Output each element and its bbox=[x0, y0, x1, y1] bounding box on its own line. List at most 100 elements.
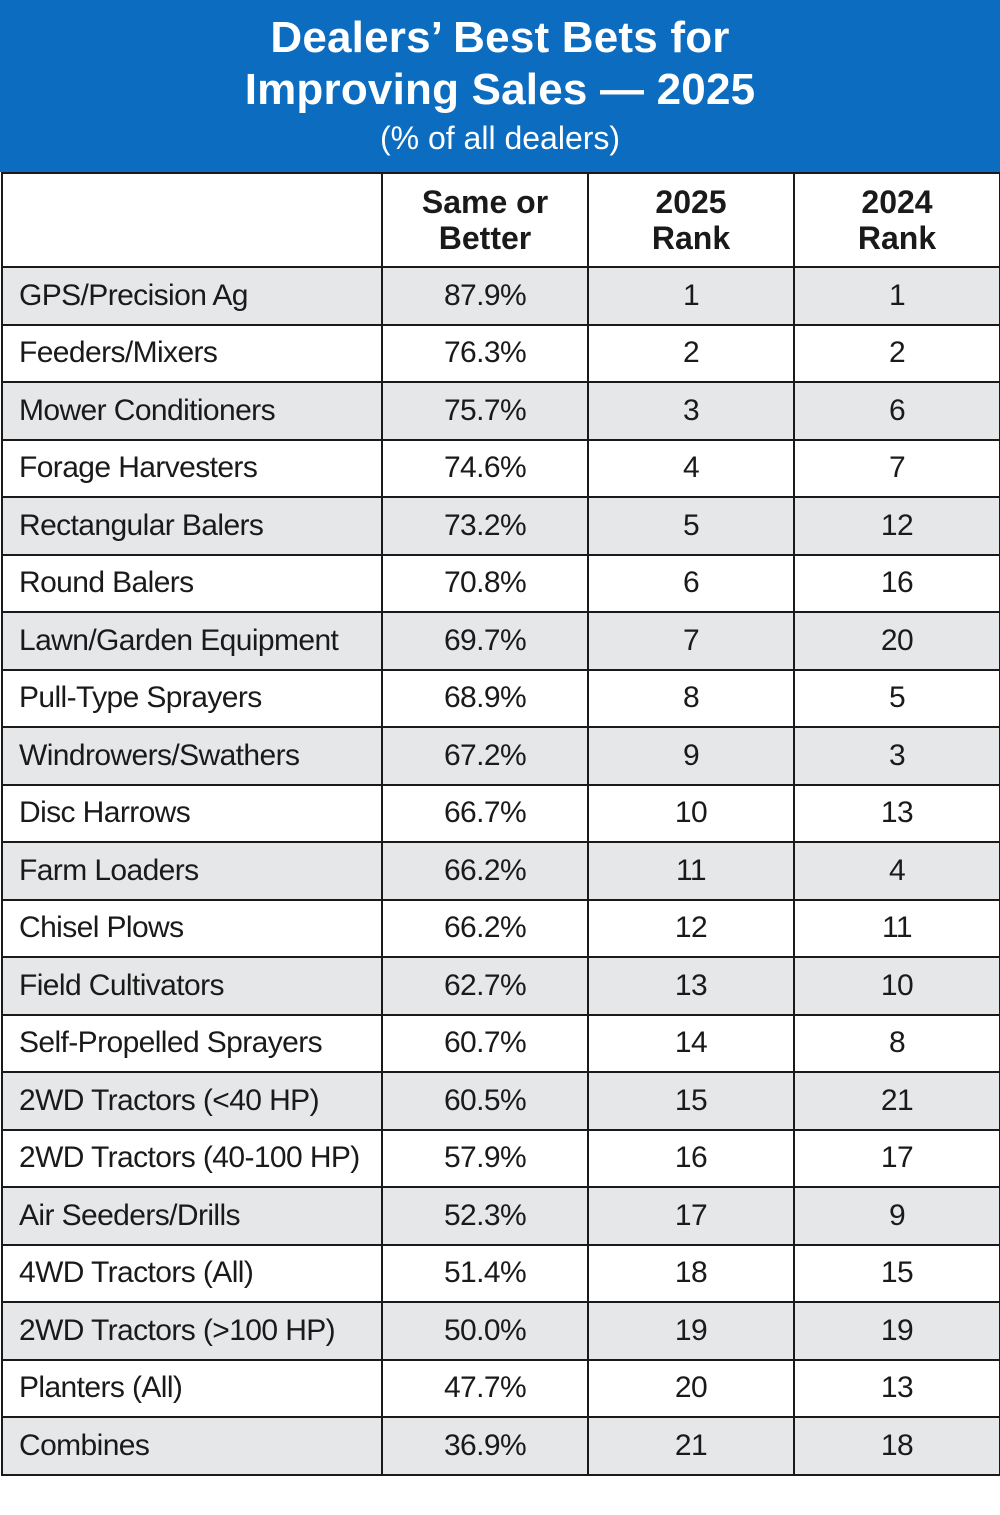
same-or-better-cell: 75.7% bbox=[381, 381, 589, 441]
rank-2024-cell: 3 bbox=[793, 726, 1000, 786]
rank-2024-cell: 18 bbox=[793, 1416, 1000, 1476]
same-or-better-cell: 36.9% bbox=[381, 1416, 589, 1476]
rank-2024-cell: 13 bbox=[793, 783, 1000, 843]
table-row: GPS/Precision Ag 87.9% 1 1 bbox=[1, 266, 1000, 326]
same-or-better-cell: 73.2% bbox=[381, 496, 589, 556]
category-cell: Windrowers/Swathers bbox=[1, 726, 383, 786]
table-header-banner: Dealers’ Best Bets for Improving Sales —… bbox=[0, 0, 1000, 172]
rank-2025-cell: 10 bbox=[587, 783, 795, 843]
same-or-better-cell: 51.4% bbox=[381, 1243, 589, 1303]
column-header-row: Same or Better 2025 Rank 2024 Rank bbox=[1, 172, 1000, 268]
table-row: 2WD Tractors (40-100 HP) 57.9% 16 17 bbox=[1, 1128, 1000, 1188]
rank-2025-cell: 20 bbox=[587, 1358, 795, 1418]
column-header-same-or-better: Same or Better bbox=[381, 172, 589, 268]
rank-2025-cell: 12 bbox=[587, 898, 795, 958]
category-cell: Combines bbox=[1, 1416, 383, 1476]
rank-2024-cell: 5 bbox=[793, 668, 1000, 728]
table-row: 2WD Tractors (<40 HP) 60.5% 15 21 bbox=[1, 1071, 1000, 1131]
category-cell: Disc Harrows bbox=[1, 783, 383, 843]
table-row: Field Cultivators 62.7% 13 10 bbox=[1, 956, 1000, 1016]
same-or-better-cell: 52.3% bbox=[381, 1186, 589, 1246]
rank-2025-cell: 2 bbox=[587, 323, 795, 383]
same-or-better-cell: 76.3% bbox=[381, 323, 589, 383]
rank-2025-cell: 8 bbox=[587, 668, 795, 728]
rank-2025-cell: 3 bbox=[587, 381, 795, 441]
same-or-better-cell: 69.7% bbox=[381, 611, 589, 671]
rank-2025-cell: 13 bbox=[587, 956, 795, 1016]
category-cell: Round Balers bbox=[1, 553, 383, 613]
rank-2025-cell: 7 bbox=[587, 611, 795, 671]
rank-2025-cell: 19 bbox=[587, 1301, 795, 1361]
category-cell: Field Cultivators bbox=[1, 956, 383, 1016]
rank-2025-cell: 16 bbox=[587, 1128, 795, 1188]
table-body: GPS/Precision Ag 87.9% 1 1 Feeders/Mixers 76.… bbox=[1, 266, 1000, 1476]
rank-2025-cell: 4 bbox=[587, 438, 795, 498]
table-row: Mower Conditioners 75.7% 3 6 bbox=[1, 381, 1000, 441]
rank-2025-cell: 18 bbox=[587, 1243, 795, 1303]
same-or-better-cell: 87.9% bbox=[381, 266, 589, 326]
rank-2025-cell: 11 bbox=[587, 841, 795, 901]
rank-2025-cell: 1 bbox=[587, 266, 795, 326]
same-or-better-cell: 66.7% bbox=[381, 783, 589, 843]
table-title-line-2: Improving Sales — 2025 bbox=[244, 65, 756, 114]
table-row: 4WD Tractors (All) 51.4% 18 15 bbox=[1, 1243, 1000, 1303]
table-row: Feeders/Mixers 76.3% 2 2 bbox=[1, 323, 1000, 383]
best-bets-table: Same or Better 2025 Rank 2024 Rank GPS/P… bbox=[1, 172, 1000, 1476]
rank-2024-cell: 17 bbox=[793, 1128, 1000, 1188]
rank-2024-cell: 15 bbox=[793, 1243, 1000, 1303]
column-header-2025-rank-line-1: 2025 bbox=[655, 184, 727, 220]
same-or-better-cell: 70.8% bbox=[381, 553, 589, 613]
column-header-2024-rank-line-1: 2024 bbox=[861, 184, 933, 220]
category-cell: GPS/Precision Ag bbox=[1, 266, 383, 326]
category-cell: Planters (All) bbox=[1, 1358, 383, 1418]
category-cell: Forage Harvesters bbox=[1, 438, 383, 498]
category-cell: 2WD Tractors (40-100 HP) bbox=[1, 1128, 383, 1188]
category-cell: Farm Loaders bbox=[1, 841, 383, 901]
table-row: Pull-Type Sprayers 68.9% 8 5 bbox=[1, 668, 1000, 728]
rank-2024-cell: 21 bbox=[793, 1071, 1000, 1131]
category-cell: Feeders/Mixers bbox=[1, 323, 383, 383]
rank-2024-cell: 8 bbox=[793, 1013, 1000, 1073]
column-header-2025-rank-line-2: Rank bbox=[651, 220, 731, 256]
rank-2024-cell: 1 bbox=[793, 266, 1000, 326]
rank-2025-cell: 9 bbox=[587, 726, 795, 786]
category-cell: Chisel Plows bbox=[1, 898, 383, 958]
category-cell: Air Seeders/Drills bbox=[1, 1186, 383, 1246]
same-or-better-cell: 60.5% bbox=[381, 1071, 589, 1131]
same-or-better-cell: 62.7% bbox=[381, 956, 589, 1016]
rank-2024-cell: 2 bbox=[793, 323, 1000, 383]
same-or-better-cell: 66.2% bbox=[381, 841, 589, 901]
table-row: Self-Propelled Sprayers 60.7% 14 8 bbox=[1, 1013, 1000, 1073]
same-or-better-cell: 47.7% bbox=[381, 1358, 589, 1418]
table-title-line-1: Dealers’ Best Bets for bbox=[270, 13, 730, 62]
table-row: Disc Harrows 66.7% 10 13 bbox=[1, 783, 1000, 843]
rank-2025-cell: 17 bbox=[587, 1186, 795, 1246]
table-row: 2WD Tractors (>100 HP) 50.0% 19 19 bbox=[1, 1301, 1000, 1361]
rank-2025-cell: 21 bbox=[587, 1416, 795, 1476]
category-cell: 2WD Tractors (>100 HP) bbox=[1, 1301, 383, 1361]
rank-2024-cell: 6 bbox=[793, 381, 1000, 441]
table-subtitle: (% of all dealers) bbox=[379, 120, 621, 156]
rank-2024-cell: 13 bbox=[793, 1358, 1000, 1418]
category-cell: Self-Propelled Sprayers bbox=[1, 1013, 383, 1073]
category-cell: Lawn/Garden Equipment bbox=[1, 611, 383, 671]
table-row: Chisel Plows 66.2% 12 11 bbox=[1, 898, 1000, 958]
same-or-better-cell: 60.7% bbox=[381, 1013, 589, 1073]
category-cell: Rectangular Balers bbox=[1, 496, 383, 556]
category-cell: Pull-Type Sprayers bbox=[1, 668, 383, 728]
category-cell: 2WD Tractors (<40 HP) bbox=[1, 1071, 383, 1131]
rank-2024-cell: 4 bbox=[793, 841, 1000, 901]
column-header-2024-rank-line-2: Rank bbox=[857, 220, 937, 256]
column-header-same-or-better-line-2: Better bbox=[438, 220, 532, 256]
same-or-better-cell: 66.2% bbox=[381, 898, 589, 958]
table-row: Rectangular Balers 73.2% 5 12 bbox=[1, 496, 1000, 556]
rank-2024-cell: 9 bbox=[793, 1186, 1000, 1246]
rank-2024-cell: 11 bbox=[793, 898, 1000, 958]
rank-2025-cell: 6 bbox=[587, 553, 795, 613]
table-row: Planters (All) 47.7% 20 13 bbox=[1, 1358, 1000, 1418]
rank-2025-cell: 15 bbox=[587, 1071, 795, 1131]
same-or-better-cell: 57.9% bbox=[381, 1128, 589, 1188]
rank-2024-cell: 10 bbox=[793, 956, 1000, 1016]
table-row: Forage Harvesters 74.6% 4 7 bbox=[1, 438, 1000, 498]
category-cell: 4WD Tractors (All) bbox=[1, 1243, 383, 1303]
